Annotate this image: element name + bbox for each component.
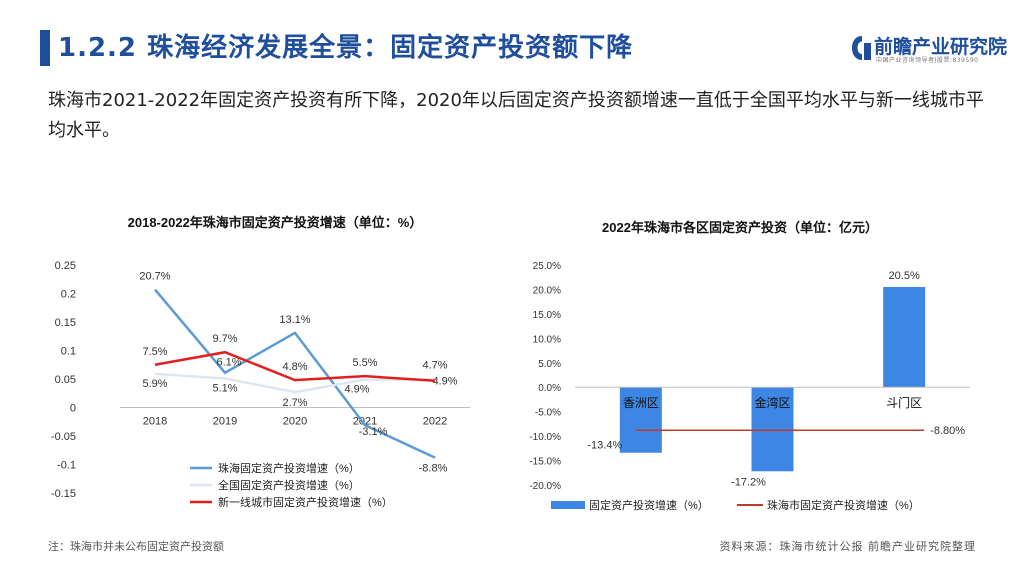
chart-title: 2018-2022年珠海市固定资产投资增速（单位：%） bbox=[128, 215, 423, 230]
data-label: 20.7% bbox=[139, 271, 170, 283]
x-tick-label: 2022 bbox=[423, 416, 447, 428]
data-label: 4.9% bbox=[344, 384, 369, 396]
legend-swatch bbox=[551, 501, 585, 509]
data-label: 7.5% bbox=[142, 346, 167, 358]
x-tick-label: 2019 bbox=[213, 416, 237, 428]
district-investment-bar-chart: 2022年珠海市各区固定资产投资（单位：亿元） 25.0% 20.0% 15.0% 10… bbox=[515, 205, 995, 525]
logo-icon bbox=[852, 36, 871, 60]
chart-title: 2022年珠海市各区固定资产投资（单位：亿元） bbox=[602, 220, 878, 235]
x-tick-label: 香洲区 bbox=[623, 396, 659, 410]
data-label: 20.5% bbox=[889, 270, 920, 282]
zhuhai-investment-growth-line-chart: 2018-2022年珠海市固定资产投资增速（单位：%） 0.25 0.2 0.15 0.… bbox=[40, 205, 510, 525]
data-label: -3.1% bbox=[359, 426, 388, 438]
title-accent-bar bbox=[40, 30, 50, 66]
series-line-0 bbox=[154, 288, 436, 459]
data-label: 5.9% bbox=[142, 378, 167, 390]
data-label: 9.7% bbox=[212, 333, 237, 345]
x-tick-label: 斗门区 bbox=[886, 395, 922, 410]
y-tick-label: 0.1 bbox=[61, 346, 76, 358]
bar-chart-svg: 2022年珠海市各区固定资产投资（单位：亿元） 25.0% 20.0% 15.0% 10… bbox=[529, 220, 970, 512]
y-tick-label: 0.2 bbox=[61, 289, 76, 301]
y-tick-label: -5.0% bbox=[535, 408, 561, 419]
intro-paragraph: 珠海市2021-2022年固定资产投资有所下降，2020年以后固定资产投资额增速… bbox=[48, 90, 984, 141]
data-label: 2.7% bbox=[282, 397, 307, 409]
bar bbox=[619, 387, 662, 453]
logo-name: 前瞻产业研究院 bbox=[874, 36, 1008, 58]
y-tick-label: -20.0% bbox=[529, 481, 561, 492]
y-tick-label: 10.0% bbox=[533, 334, 561, 345]
reference-line-label: -8.80% bbox=[930, 425, 965, 437]
data-label: 4.8% bbox=[282, 361, 307, 373]
data-label: 4.9% bbox=[432, 376, 457, 388]
data-label: -8.8% bbox=[419, 463, 448, 475]
data-label: 6.1% bbox=[216, 357, 241, 369]
y-tick-label: 20.0% bbox=[533, 285, 561, 296]
legend-label: 全国固定资产投资增速（%） bbox=[218, 478, 360, 492]
page-title: 1.2.2 珠海经济发展全景：固定资产投资额下降 bbox=[58, 33, 634, 63]
logo-tagline: 中国产业咨询领导者|股票:839590 bbox=[876, 57, 979, 64]
y-tick-label: 0.15 bbox=[55, 317, 76, 329]
y-tick-label: 0.25 bbox=[55, 260, 76, 272]
x-tick-label: 金湾区 bbox=[754, 395, 790, 410]
brand-logo: 前瞻产业研究院 中国产业咨询领导者|股票:839590 bbox=[850, 30, 1007, 66]
series-line-1 bbox=[154, 372, 435, 394]
y-tick-label: -10.0% bbox=[529, 432, 561, 443]
y-tick-label: 25.0% bbox=[533, 261, 561, 272]
bar bbox=[883, 287, 926, 388]
y-tick-label: -0.15 bbox=[51, 488, 76, 500]
y-tick-label: -0.05 bbox=[51, 431, 76, 443]
data-label: -17.2% bbox=[731, 476, 766, 488]
legend-label: 珠海固定资产投资增速（%） bbox=[218, 461, 360, 475]
legend-label: 珠海市固定资产投资增速（%） bbox=[767, 498, 920, 512]
data-label: 4.7% bbox=[422, 360, 447, 372]
y-tick-label: 0.05 bbox=[55, 374, 76, 386]
y-tick-label: -15.0% bbox=[529, 457, 561, 468]
footer-note: 注：珠海市并未公布固定资产投资额 bbox=[48, 540, 224, 553]
footer-source: 资料来源：珠海市统计公报 前瞻产业研究院整理 bbox=[719, 540, 976, 553]
y-tick-label: 15.0% bbox=[533, 310, 561, 321]
y-tick-label: 0.0% bbox=[538, 383, 561, 394]
data-label: 5.5% bbox=[352, 357, 377, 369]
legend-label: 新一线城市固定资产投资增速（%） bbox=[218, 495, 393, 509]
series-line-2 bbox=[154, 350, 436, 382]
data-label: 5.1% bbox=[212, 382, 237, 394]
line-chart-svg: 2018-2022年珠海市固定资产投资增速（单位：%） 0.25 0.2 0.15 0.… bbox=[51, 215, 470, 509]
data-label: -13.4% bbox=[587, 440, 622, 452]
y-tick-label: -0.1 bbox=[57, 460, 76, 472]
x-tick-label: 2018 bbox=[143, 416, 167, 428]
y-tick-label: 0 bbox=[70, 403, 76, 415]
y-tick-label: 5.0% bbox=[538, 359, 561, 370]
bar bbox=[751, 387, 794, 472]
data-label: 13.1% bbox=[279, 314, 310, 326]
legend-label: 固定资产投资增速（%） bbox=[589, 498, 709, 512]
x-tick-label: 2020 bbox=[283, 416, 307, 428]
